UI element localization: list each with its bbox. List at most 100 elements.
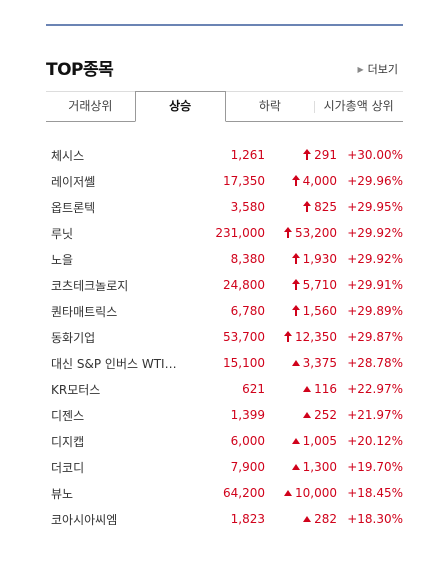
tab-fall[interactable]: 하락 [225, 91, 315, 121]
stock-change: 3,375 [265, 356, 337, 370]
stock-change: 12,350 [265, 330, 337, 344]
list-item[interactable]: 옵트론텍 3,580 825 +29.95% [46, 194, 403, 220]
tab-rise[interactable]: 상승 [134, 91, 226, 122]
stock-name[interactable]: 더코디 [51, 460, 85, 475]
section-title: TOP종목 [46, 60, 114, 80]
stock-name[interactable]: 퀀타매트릭스 [51, 304, 118, 319]
list-item[interactable]: 체시스 1,261 291 +30.00% [46, 142, 403, 168]
stock-rate: +29.92% [347, 252, 403, 266]
stock-change-value: 4,000 [302, 174, 337, 188]
stock-rate: +18.30% [347, 512, 403, 526]
more-link-label: 더보기 [367, 63, 398, 76]
stock-change-value: 1,005 [302, 434, 337, 448]
stock-price: 17,350 [223, 174, 265, 188]
stock-change-value: 282 [314, 512, 337, 526]
stock-change: 291 [265, 148, 337, 162]
stock-change: 1,930 [265, 252, 337, 266]
stock-price: 1,399 [230, 408, 265, 422]
more-link[interactable]: ▶ 더보기 [357, 61, 398, 77]
list-item[interactable]: 노을 8,380 1,930 +29.92% [46, 246, 403, 272]
stock-price: 8,380 [230, 252, 265, 266]
stock-price: 64,200 [223, 486, 265, 500]
stock-price: 7,900 [230, 460, 265, 474]
tab-bar: 거래상위 상승 하락 시가총액 상위 [46, 91, 403, 122]
stock-name[interactable]: 디젠스 [51, 408, 85, 423]
stock-price: 6,780 [230, 304, 265, 318]
stock-change: 5,710 [265, 278, 337, 292]
stock-change-value: 1,560 [302, 304, 337, 318]
stock-change-value: 825 [314, 200, 337, 214]
list-item[interactable]: 디지캡 6,000 1,005 +20.12% [46, 428, 403, 454]
stock-name[interactable]: 뷰노 [51, 486, 74, 501]
tab-volume-top[interactable]: 거래상위 [46, 91, 135, 121]
stock-price: 24,800 [223, 278, 265, 292]
stock-change: 282 [265, 512, 337, 526]
stock-change-value: 1,930 [302, 252, 337, 266]
stock-price: 53,700 [223, 330, 265, 344]
stock-price: 15,100 [223, 356, 265, 370]
stock-change-value: 1,300 [302, 460, 337, 474]
stock-rate: +29.89% [347, 304, 403, 318]
top-divider [46, 24, 403, 26]
stock-rate: +30.00% [347, 148, 403, 162]
list-item[interactable]: 코츠테크놀로지 24,800 5,710 +29.91% [46, 272, 403, 298]
stock-change: 116 [265, 382, 337, 396]
stock-change-value: 116 [314, 382, 337, 396]
stock-name[interactable]: 코아시아씨엠 [51, 512, 118, 527]
stock-name[interactable]: 동화기업 [51, 330, 96, 345]
stock-name[interactable]: 옵트론텍 [51, 200, 96, 215]
list-item[interactable]: 코아시아씨엠 1,823 282 +18.30% [46, 506, 403, 532]
stock-rate: +22.97% [347, 382, 403, 396]
stock-rate: +29.91% [347, 278, 403, 292]
stock-rate: +21.97% [347, 408, 403, 422]
stock-change-value: 252 [314, 408, 337, 422]
stock-rate: +29.96% [347, 174, 403, 188]
list-item[interactable]: 레이저쎌 17,350 4,000 +29.96% [46, 168, 403, 194]
stock-price: 1,823 [230, 512, 265, 526]
stock-name[interactable]: 디지캡 [51, 434, 85, 449]
stock-rate: +28.78% [347, 356, 403, 370]
list-item[interactable]: 동화기업 53,700 12,350 +29.87% [46, 324, 403, 350]
list-item[interactable]: 뷰노 64,200 10,000 +18.45% [46, 480, 403, 506]
list-item[interactable]: 디젠스 1,399 252 +21.97% [46, 402, 403, 428]
chevron-right-icon: ▶ [357, 64, 364, 74]
stock-change: 4,000 [265, 174, 337, 188]
stock-rate: +29.92% [347, 226, 403, 240]
list-item[interactable]: 대신 S&P 인버스 WTI… 15,100 3,375 +28.78% [46, 350, 403, 376]
list-item[interactable]: 더코디 7,900 1,300 +19.70% [46, 454, 403, 480]
stock-price: 1,261 [230, 148, 265, 162]
stock-change-value: 10,000 [295, 486, 337, 500]
stock-change: 10,000 [265, 486, 337, 500]
stock-change-value: 291 [314, 148, 337, 162]
stock-rate: +20.12% [347, 434, 403, 448]
stock-price: 3,580 [230, 200, 265, 214]
tab-market-cap[interactable]: 시가총액 상위 [314, 91, 403, 121]
stock-price: 231,000 [215, 226, 265, 240]
stock-change: 53,200 [265, 226, 337, 240]
stock-name[interactable]: 코츠테크놀로지 [51, 278, 129, 293]
stock-name[interactable]: 루닛 [51, 226, 74, 241]
list-item[interactable]: KR모터스 621 116 +22.97% [46, 376, 403, 402]
stock-list: 체시스 1,261 291 +30.00% 레이저쎌 17,350 4,000 +29.96%… [46, 142, 403, 532]
stock-name[interactable]: KR모터스 [51, 382, 101, 397]
list-item[interactable]: 루닛 231,000 53,200 +29.92% [46, 220, 403, 246]
stock-change: 825 [265, 200, 337, 214]
stock-name[interactable]: 대신 S&P 인버스 WTI… [51, 356, 177, 371]
stock-name[interactable]: 체시스 [51, 148, 85, 163]
stock-price: 621 [242, 382, 265, 396]
stock-change: 252 [265, 408, 337, 422]
stock-name[interactable]: 레이저쎌 [51, 174, 96, 189]
stock-rate: +29.95% [347, 200, 403, 214]
stock-change-value: 3,375 [302, 356, 337, 370]
stock-change-value: 5,710 [302, 278, 337, 292]
stock-change: 1,005 [265, 434, 337, 448]
stock-rate: +19.70% [347, 460, 403, 474]
stock-change-value: 12,350 [295, 330, 337, 344]
stock-name[interactable]: 노을 [51, 252, 74, 267]
stock-change: 1,300 [265, 460, 337, 474]
stock-rate: +29.87% [347, 330, 403, 344]
list-item[interactable]: 퀀타매트릭스 6,780 1,560 +29.89% [46, 298, 403, 324]
stock-price: 6,000 [230, 434, 265, 448]
stock-change: 1,560 [265, 304, 337, 318]
stock-rate: +18.45% [347, 486, 403, 500]
